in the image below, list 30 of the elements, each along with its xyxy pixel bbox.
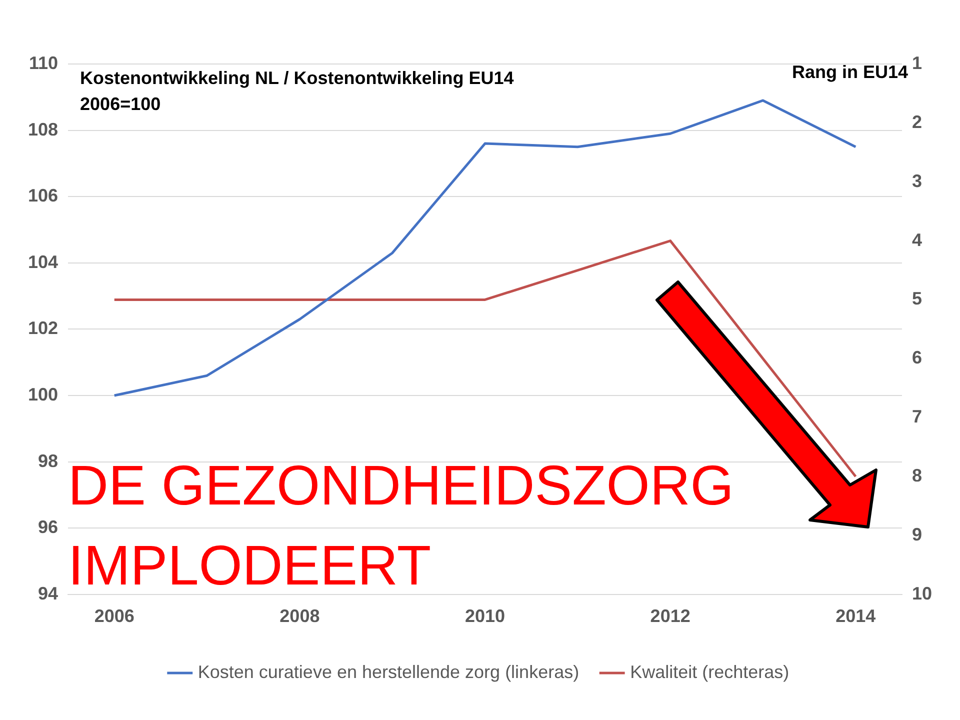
y2-tick-label: 6 bbox=[912, 348, 922, 368]
y-tick-label: 110 bbox=[28, 52, 58, 73]
y2-tick-label: 9 bbox=[912, 524, 922, 544]
x-tick-label: 2010 bbox=[464, 606, 506, 626]
y2-tick-label: 2 bbox=[912, 112, 922, 132]
y-tick-label: 100 bbox=[28, 384, 58, 404]
y2-tick-label: 4 bbox=[912, 230, 922, 250]
y-tick-label: 96 bbox=[38, 517, 58, 538]
legend-label: Kosten curatieve en herstellende zorg (linkeras) bbox=[198, 662, 580, 682]
y-tick-label: 94 bbox=[38, 583, 58, 604]
chart-title: Kostenontwikkeling NL / Kostenontwikkeling EU14 bbox=[80, 68, 514, 88]
y2-tick-label: 1 bbox=[912, 52, 922, 73]
y2-tick-label: 8 bbox=[912, 466, 922, 486]
y2-tick-label: 7 bbox=[912, 406, 922, 427]
y-tick-label: 108 bbox=[28, 119, 58, 140]
y2-tick-label: 5 bbox=[912, 288, 922, 309]
x-tick-label: 2014 bbox=[836, 606, 876, 626]
y-tick-label: 106 bbox=[28, 186, 58, 206]
y2-tick-label: 3 bbox=[912, 170, 922, 191]
x-tick-label: 2012 bbox=[650, 606, 690, 626]
y-tick-label: 98 bbox=[38, 450, 58, 471]
x-tick-label: 2006 bbox=[94, 606, 134, 626]
x-tick-label: 2008 bbox=[280, 606, 320, 626]
y-tick-label: 104 bbox=[28, 252, 58, 272]
annotation: DE GEZONDHEIDSZORG IMPLODEERT bbox=[68, 453, 734, 596]
text: 2006=100 bbox=[80, 94, 161, 114]
legend-label: Kwaliteit (rechteras) bbox=[630, 662, 790, 682]
y2-tick-label: 10 bbox=[912, 583, 932, 604]
y2-axis-title: Rang in EU14 bbox=[792, 62, 908, 82]
y-tick-label: 102 bbox=[28, 318, 58, 338]
